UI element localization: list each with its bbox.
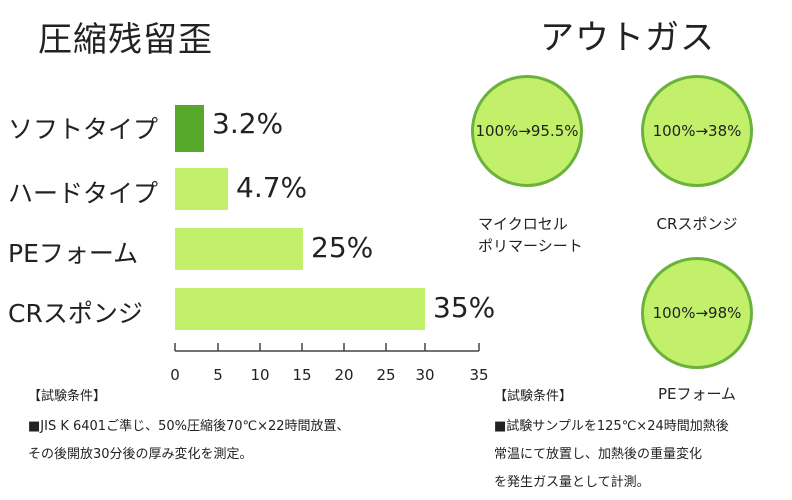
outgas-value: 100%→38% bbox=[652, 122, 742, 140]
tick-label: 10 bbox=[250, 366, 270, 384]
right-note-line: 常温にて放置し、加熱後の重量変化 bbox=[494, 447, 703, 462]
category-label: ハードタイプ bbox=[8, 179, 159, 208]
outgas-value: 100%→98% bbox=[652, 304, 742, 322]
tick-label: 15 bbox=[292, 366, 312, 384]
bar bbox=[175, 228, 303, 270]
left-note-heading: 【試験条件】 bbox=[28, 389, 107, 404]
bar bbox=[175, 168, 228, 210]
value-label: 25% bbox=[311, 231, 374, 264]
tick-label: 20 bbox=[334, 366, 354, 384]
outgas-value: 100%→95.5% bbox=[475, 122, 579, 140]
category-label: ソフトタイプ bbox=[8, 115, 159, 144]
outgas-circle: 100%→98% bbox=[641, 257, 753, 369]
category-label: CRスポンジ bbox=[8, 299, 143, 328]
left-note-line: その後開放30分後の厚み変化を測定。 bbox=[28, 447, 253, 462]
x-axis bbox=[174, 343, 480, 352]
outgas-label: PEフォーム bbox=[657, 385, 737, 403]
tick-label: 0 bbox=[170, 366, 180, 384]
right-note-line: ■試験サンプルを125℃×24時間加熱後 bbox=[494, 419, 729, 434]
outgas-label: マイクロセル bbox=[478, 215, 568, 233]
tick-label: 5 bbox=[213, 366, 223, 384]
bar bbox=[175, 288, 425, 330]
value-label: 35% bbox=[433, 291, 496, 324]
value-label: 3.2% bbox=[212, 107, 284, 140]
tick-label: 30 bbox=[415, 366, 435, 384]
compression-chart-title: 圧縮残留歪 bbox=[38, 20, 213, 60]
left-note-line: ■JIS K 6401ご準じ、50%圧縮後70℃×22時間放置、 bbox=[28, 419, 350, 434]
outgas-circle: 100%→38% bbox=[641, 75, 753, 187]
tick-label: 25 bbox=[376, 366, 396, 384]
outgas-label: CRスポンジ bbox=[656, 215, 738, 233]
right-note-line: を発生ガス量として計測。 bbox=[494, 475, 650, 490]
outgas-circle: 100%→95.5% bbox=[471, 75, 583, 187]
outgas-label: ポリマーシート bbox=[478, 237, 583, 255]
value-label: 4.7% bbox=[236, 171, 308, 204]
right-note-heading: 【試験条件】 bbox=[494, 389, 573, 404]
category-label: PEフォーム bbox=[8, 239, 139, 268]
outgas-title: アウトガス bbox=[540, 18, 715, 58]
tick-label: 35 bbox=[469, 366, 489, 384]
bar bbox=[175, 105, 204, 152]
